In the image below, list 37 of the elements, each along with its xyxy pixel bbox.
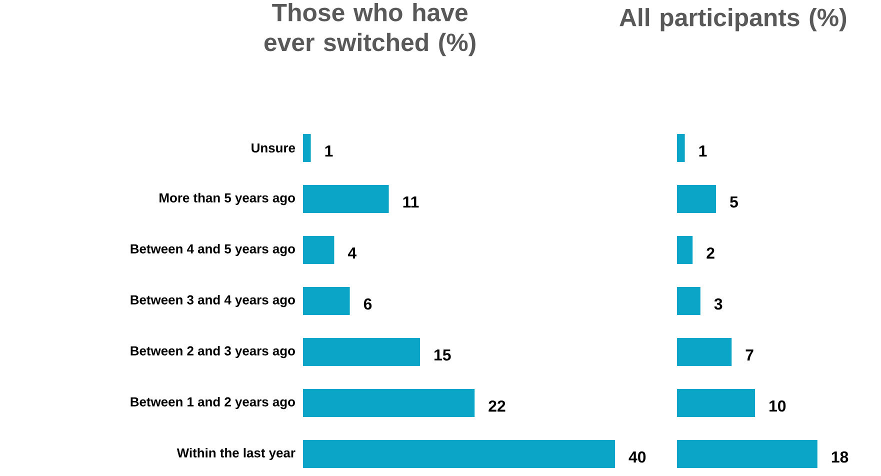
bar	[677, 338, 732, 366]
data-label: 1	[325, 146, 333, 156]
data-label: 3	[714, 298, 722, 310]
data-label: 4	[348, 248, 357, 258]
y-tick-label: More than 5 years ago	[160, 192, 295, 206]
bar	[677, 389, 756, 418]
bar	[303, 185, 389, 214]
data-label: 1	[699, 146, 707, 156]
bar	[677, 134, 685, 162]
chart-title: All participants (%)	[620, 8, 846, 32]
data-label: 6	[364, 298, 372, 310]
data-label: 22	[488, 400, 506, 412]
y-tick-label: Unsure	[252, 143, 296, 153]
bar	[303, 440, 616, 468]
bar	[677, 236, 693, 264]
data-label: 7	[746, 350, 754, 360]
y-tick-label: Between 2 and 3 years ago	[130, 346, 295, 358]
bar	[303, 287, 350, 316]
data-label: 10	[770, 400, 786, 412]
bar	[677, 185, 716, 214]
bar	[677, 287, 700, 316]
y-tick-label: Within the last year	[176, 448, 296, 460]
y-tick-label: Between 3 and 4 years ago	[130, 294, 295, 308]
data-label: 15	[434, 349, 451, 361]
data-label: 2	[706, 247, 714, 259]
bar	[303, 134, 311, 162]
chart-title: Those who have ever switched (%)	[264, 3, 476, 56]
y-tick-label: Between 4 and 5 years ago	[130, 244, 295, 256]
data-label: 5	[730, 196, 738, 208]
data-label: 40	[628, 451, 646, 463]
data-label: 11	[403, 196, 419, 208]
bar	[303, 338, 420, 366]
bar	[303, 236, 334, 264]
bar	[303, 389, 475, 418]
y-tick-label: Between 1 and 2 years ago	[130, 396, 295, 410]
data-label: 18	[832, 451, 848, 463]
bar	[677, 440, 818, 468]
